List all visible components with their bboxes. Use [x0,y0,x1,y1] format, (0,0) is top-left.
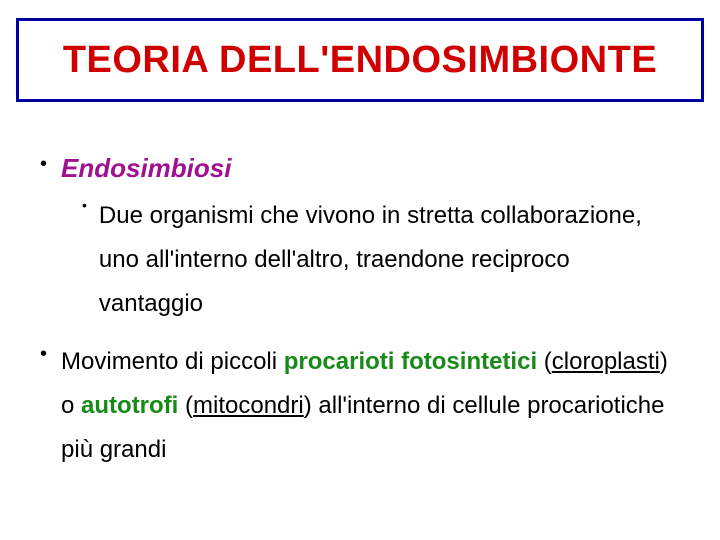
bullet-dot: • [40,340,47,368]
b2-u1: cloroplasti [552,348,660,375]
bullet-1-heading: Endosimbiosi [61,150,231,186]
b2-t1: Movimento di piccoli [61,348,284,375]
bullet-2: • Movimento di piccoli procarioti fotosi… [40,340,680,472]
bullet-dot: • [40,150,47,178]
b2-green2: autotrofi [81,392,178,419]
b2-green1: procarioti fotosintetici [284,348,537,375]
b2-t4: ( [178,392,193,419]
bullet-1-sub: • Due organismi che vivono in stretta co… [40,194,680,326]
b2-u2: mitocondri [193,392,304,419]
content-area: • Endosimbiosi • Due organismi che vivon… [40,150,680,480]
b2-t2: ( [537,348,552,375]
bullet-1: • Endosimbiosi [40,150,680,186]
bullet-2-text: Movimento di piccoli procarioti fotosint… [61,340,680,472]
slide-title: TEORIA DELL'ENDOSIMBIONTE [63,39,657,82]
title-box: TEORIA DELL'ENDOSIMBIONTE [16,18,704,102]
bullet-dot: • [82,194,87,216]
bullet-1-sub-text: Due organismi che vivono in stretta coll… [99,194,680,326]
